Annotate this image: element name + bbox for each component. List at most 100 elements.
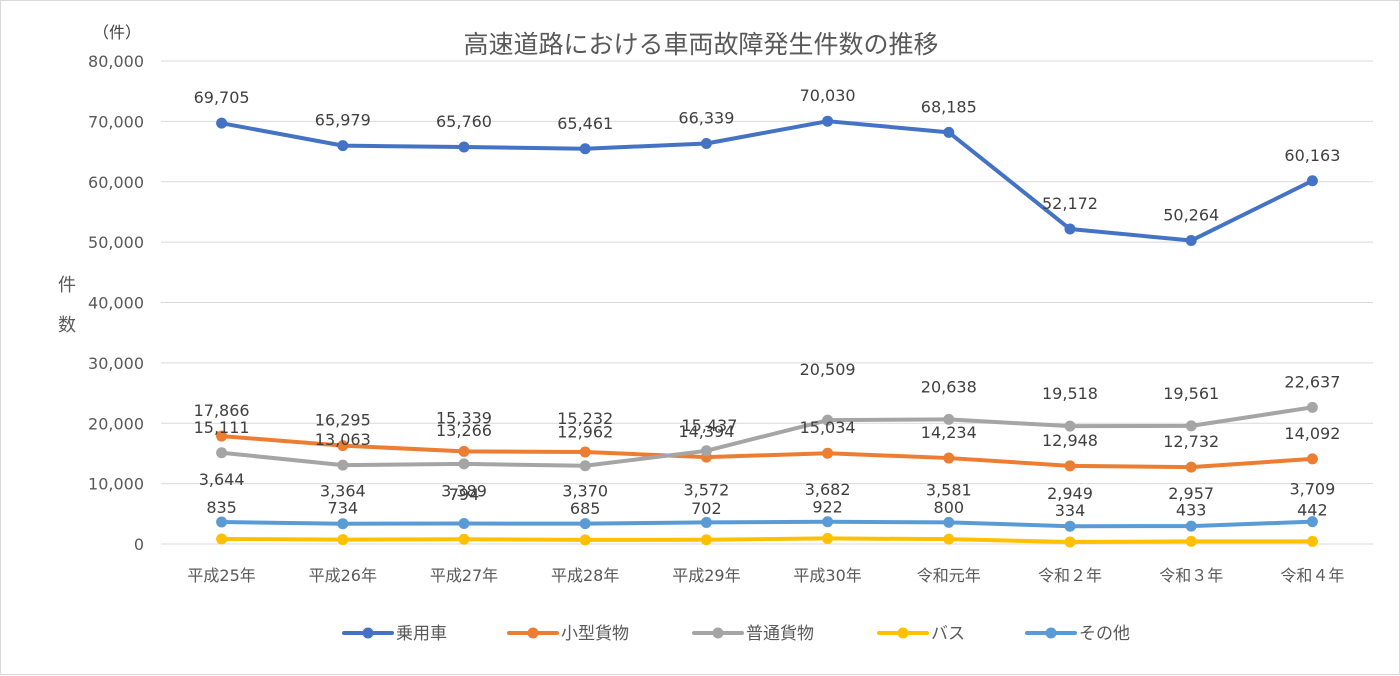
y-axis-ticks: 0 10,000 20,000 30,000 40,000 50,000 60,000 70,… [88,52,144,554]
data-point [1306,401,1318,413]
data-point [822,447,834,459]
data-label: 2,957 [1168,484,1214,503]
data-label: 69,705 [194,88,250,107]
data-label: 19,518 [1042,384,1098,403]
data-label: 15,111 [194,418,250,437]
y-tick-label: 60,000 [88,173,144,192]
data-point [1185,520,1197,532]
data-point [216,533,228,545]
x-tick-label: 平成26年 [309,566,377,585]
data-label: 15,232 [557,409,613,428]
y-tick-label: 20,000 [88,414,144,433]
data-point [337,459,349,471]
data-label: 65,760 [436,112,492,131]
data-point [1306,516,1318,528]
data-point [1185,535,1197,547]
data-label: 65,461 [557,114,613,133]
data-label: 16,295 [315,411,371,430]
data-point [337,534,349,546]
y-tick-label: 30,000 [88,354,144,373]
series-line [219,536,1315,544]
x-tick-label: 平成30年 [793,566,861,585]
data-label: 3,364 [320,482,366,501]
data-label: 442 [1297,500,1328,519]
x-tick-label: 平成28年 [551,566,619,585]
data-point [1185,420,1197,432]
x-tick-label: 令和元年 [917,566,981,585]
data-label: 3,370 [562,482,608,501]
data-point [822,414,834,426]
data-point [1306,535,1318,547]
data-label: 15,339 [436,408,492,427]
data-point [579,446,591,458]
data-label: 13,266 [436,421,492,440]
gridlines [161,60,1373,545]
data-label: 922 [812,497,843,516]
data-point [337,440,349,452]
data-label: 60,163 [1284,146,1340,165]
data-label: 14,234 [921,423,977,442]
data-label: 734 [328,499,359,518]
data-label: 17,866 [194,401,250,420]
legend-marker [527,627,539,639]
data-point [1064,520,1076,532]
data-label: 835 [206,498,237,517]
legend-marker [897,627,909,639]
data-label: 800 [934,498,965,517]
series-line [219,434,1315,470]
data-point [337,140,349,152]
chart-title: 高速道路における車両故障発生件数の推移 [463,30,938,59]
legend-label: その他 [1079,624,1130,644]
y-tick-label: 40,000 [88,294,144,313]
data-point [700,516,712,528]
data-point [700,445,712,457]
data-label: 794 [449,485,480,504]
data-label: 14,092 [1284,424,1340,443]
data-label: 12,962 [557,423,613,442]
y-tick-label: 10,000 [88,475,144,494]
data-point [700,534,712,546]
data-point [579,518,591,530]
data-point [1306,453,1318,465]
series-line [219,519,1315,529]
data-point [700,137,712,149]
data-point [822,115,834,127]
data-label: 3,682 [805,480,851,499]
data-label: 3,644 [199,470,245,489]
y-tick-label: 50,000 [88,233,144,252]
data-point [943,533,955,545]
data-point [943,516,955,528]
data-label: 20,509 [800,360,856,379]
data-point [822,532,834,544]
data-point [1064,420,1076,432]
legend-label: バス [931,624,965,644]
data-point [216,430,228,442]
data-point [579,534,591,546]
data-point [1185,461,1197,473]
data-label: 19,561 [1163,384,1219,403]
data-label: 685 [570,499,601,518]
series-lines [216,115,1318,548]
data-point [1064,536,1076,548]
data-label: 70,030 [800,86,856,105]
data-label: 702 [691,499,722,518]
data-label: 15,034 [800,418,856,437]
data-point [216,447,228,459]
x-tick-label: 平成27年 [430,566,498,585]
data-point [458,458,470,470]
legend-marker [362,627,374,639]
legend-label: 乗用車 [396,624,447,644]
data-point [822,516,834,528]
data-point [1185,235,1197,247]
legend-marker [712,627,724,639]
legend: 乗用車 小型貨物 普通貨物 バス その他 [342,624,1130,644]
data-label: 2,949 [1047,484,1093,503]
data-label: 13,063 [315,430,371,449]
data-label: 3,581 [926,480,972,499]
data-point [943,126,955,138]
legend-label: 小型貨物 [561,624,629,644]
data-point [458,518,470,530]
y-axis-label-1: 件 [58,275,76,296]
data-label: 15,437 [681,416,737,435]
